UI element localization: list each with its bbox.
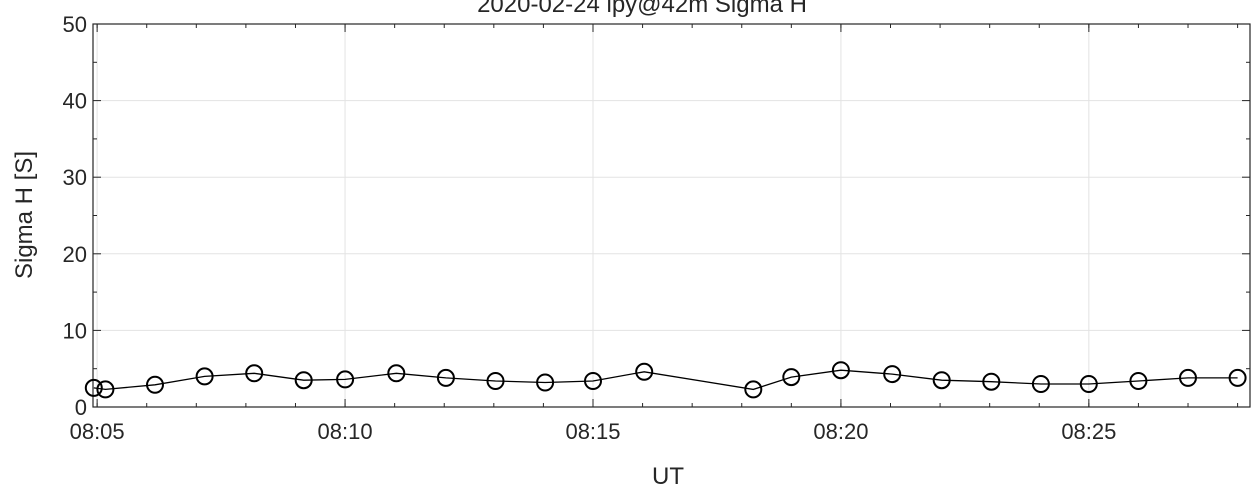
y-tick-label: 30 xyxy=(63,165,87,190)
plot-frame xyxy=(92,23,1251,408)
data-point xyxy=(782,368,801,387)
grid xyxy=(93,24,1250,407)
data-point xyxy=(831,361,850,380)
data-point xyxy=(84,378,103,397)
y-tick-label: 0 xyxy=(75,395,87,420)
data-series xyxy=(84,361,1247,399)
plot-background xyxy=(93,24,1250,407)
data-point xyxy=(195,367,214,386)
data-point xyxy=(1079,375,1098,393)
data-point xyxy=(883,365,902,384)
data-point xyxy=(744,380,763,399)
x-axis-label: UT xyxy=(652,463,684,490)
data-point xyxy=(1179,368,1197,387)
data-point xyxy=(294,371,313,390)
y-tick-label: 50 xyxy=(63,12,87,37)
x-tick-label: 08:15 xyxy=(565,419,620,444)
data-point xyxy=(982,372,1001,391)
data-point xyxy=(932,371,951,390)
x-tick-label: 08:10 xyxy=(318,419,373,444)
data-point xyxy=(536,373,555,392)
data-point xyxy=(245,364,264,383)
data-point xyxy=(486,372,505,390)
data-point xyxy=(635,362,654,381)
y-tick-label: 20 xyxy=(63,242,87,267)
data-point xyxy=(1031,375,1050,393)
tick-labels: 0 10 20 30 40 50 08:05 08:10 08:15 08:20 08:25 xyxy=(63,12,1117,444)
data-point xyxy=(1129,372,1148,390)
data-point xyxy=(1228,368,1247,387)
data-point xyxy=(336,370,355,389)
data-point xyxy=(584,372,602,390)
data-point xyxy=(96,380,115,399)
data-point xyxy=(436,368,455,387)
y-axis-label: Sigma H [S] xyxy=(11,151,38,279)
chart-title: 2020-02-24 ipy@42m Sigma H xyxy=(477,0,807,18)
y-tick-label: 40 xyxy=(63,89,87,114)
x-tick-label: 08:25 xyxy=(1061,419,1116,444)
x-tick-label: 08:20 xyxy=(813,419,868,444)
x-tick-label: 08:05 xyxy=(70,419,125,444)
y-tick-label: 10 xyxy=(63,318,87,343)
data-point xyxy=(387,364,406,383)
axis-ticks xyxy=(93,23,1250,408)
data-point xyxy=(146,375,164,394)
